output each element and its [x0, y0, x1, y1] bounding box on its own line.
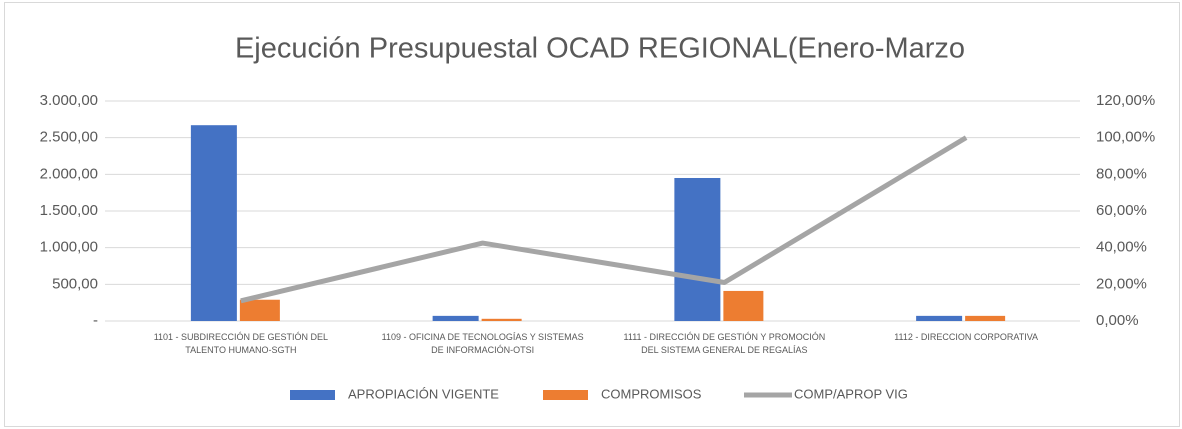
- y2-tick-label: 60,00%: [1096, 202, 1147, 219]
- y2-tick-label: 20,00%: [1096, 275, 1147, 292]
- chart-frame: [4, 2, 1180, 427]
- chart-title: Ejecución Presupuestal OCAD REGIONAL(Ene…: [235, 33, 965, 65]
- bar: [674, 178, 721, 321]
- y-tick-label: 1.500,00: [40, 202, 98, 219]
- y2-tick-label: 120,00%: [1096, 92, 1155, 109]
- bar: [432, 315, 479, 321]
- legend-label: COMPROMISOS: [601, 386, 702, 401]
- legend-swatch: [543, 390, 588, 400]
- bar: [723, 290, 764, 321]
- y-tick-label: 500,00: [52, 275, 98, 292]
- legend-label: COMP/APROP VIG: [794, 386, 908, 401]
- y-tick-label: 2.500,00: [40, 129, 98, 146]
- legend-swatch: [290, 390, 335, 400]
- bar: [239, 299, 280, 321]
- y2-tick-label: 100,00%: [1096, 129, 1155, 146]
- line: [240, 135, 968, 304]
- x-tick-label: 1112 - DIRECCION CORPORATIVA: [894, 332, 1038, 342]
- x-tick-label: 1109 - OFICINA DE TECNOLOGÍAS Y SISTEMAS…: [382, 332, 584, 355]
- y2-tick-label: 40,00%: [1096, 239, 1147, 256]
- y-tick-label: 2.000,00: [40, 165, 98, 182]
- bar: [481, 318, 522, 321]
- y2-tick-label: 0,00%: [1096, 312, 1139, 329]
- y2-tick-label: 80,00%: [1096, 165, 1147, 182]
- x-tick-label: 1101 - SUBDIRECCIÓN DE GESTIÓN DEL TALENT…: [154, 332, 328, 355]
- y-tick-label: 1.000,00: [40, 239, 98, 256]
- y-tick-label: -: [93, 312, 98, 329]
- bar: [965, 315, 1006, 321]
- bar: [916, 315, 963, 321]
- legend-label: APROPIACIÓN VIGENTE: [348, 386, 499, 401]
- bar: [190, 125, 237, 321]
- y-tick-label: 3.000,00: [40, 92, 98, 109]
- x-tick-label: 1111 - DIRECCIÓN DE GESTIÓN Y PROMOCIÓN D…: [624, 332, 826, 355]
